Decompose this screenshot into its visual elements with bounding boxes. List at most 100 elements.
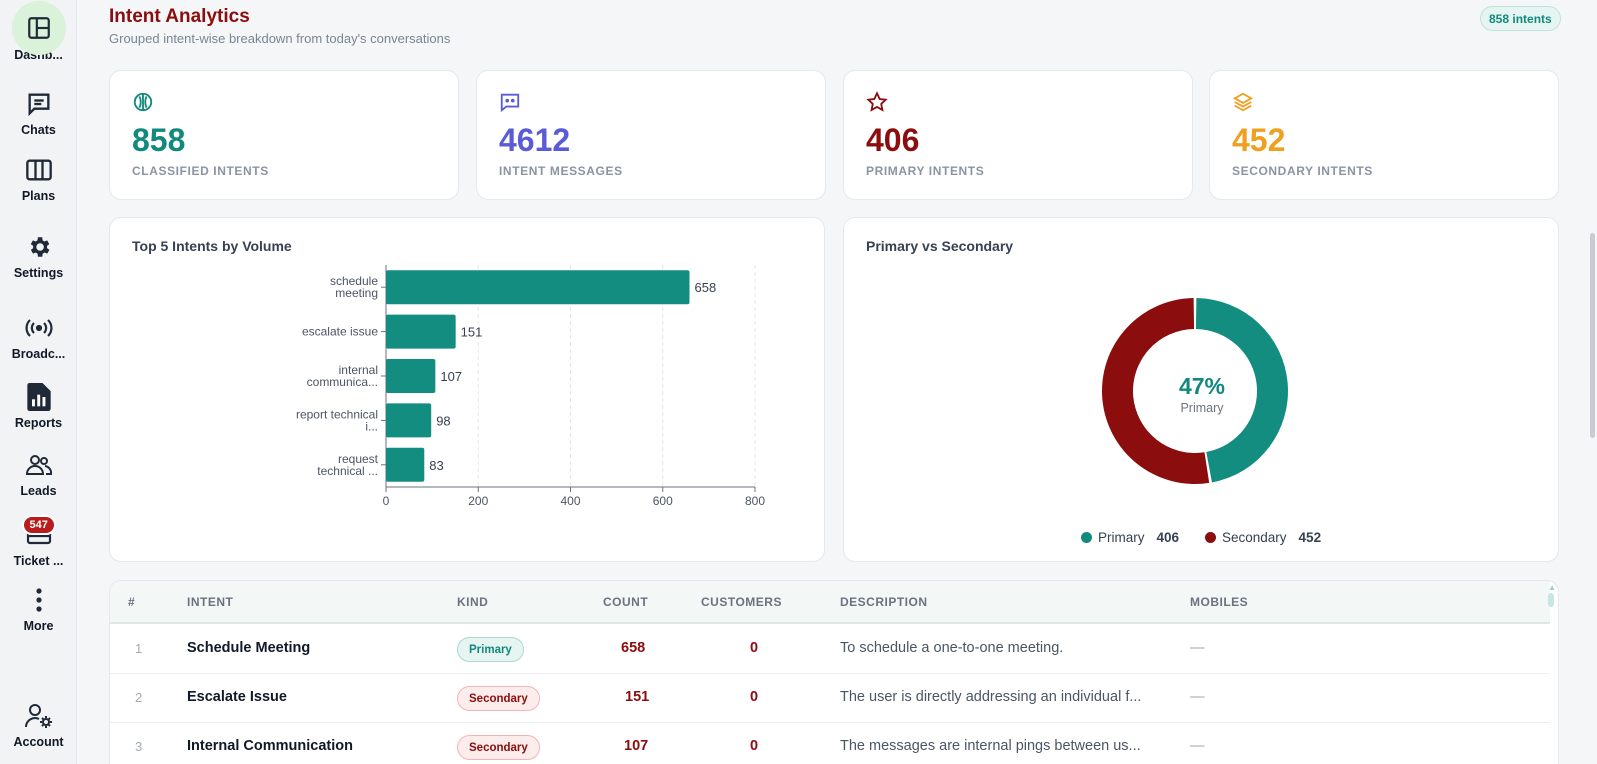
page-subtitle: Grouped intent-wise breakdown from today…	[109, 31, 451, 46]
scroll-up-arrow[interactable]: ▲	[1548, 583, 1556, 592]
sidebar: Dashb... Chats Plans Settings Broadc... …	[0, 0, 77, 764]
donut-center-label: Primary	[1180, 401, 1224, 415]
category-label: escalate issue	[302, 325, 378, 339]
bar-value-label: 658	[695, 280, 717, 295]
intent-description: The user is directly addressing an indiv…	[840, 689, 1142, 705]
x-tick-label: 200	[468, 494, 488, 508]
legend-swatch	[1081, 532, 1092, 543]
intent-count-badge: 858 intents	[1480, 6, 1561, 31]
sidebar-item-tickets[interactable]: 547 Ticket ...	[0, 515, 77, 568]
x-tick-label: 600	[653, 494, 673, 508]
mobiles-value: —	[1190, 738, 1205, 754]
sidebar-item-label: Leads	[20, 484, 57, 498]
sidebar-item-label: Settings	[13, 266, 64, 280]
sidebar-item-label: Ticket ...	[13, 554, 64, 568]
sidebar-item-chats[interactable]: Chats	[0, 89, 77, 137]
message-dots-icon	[500, 93, 520, 113]
stat-value: 858	[132, 122, 186, 158]
page-scrollbar[interactable]	[1590, 233, 1595, 438]
table-header: # INTENT KIND COUNT CUSTOMERS DESCRIPTIO…	[110, 581, 1550, 624]
bar-value-label: 98	[436, 413, 450, 428]
bar	[386, 270, 690, 305]
category-label: internal	[339, 363, 378, 377]
bar-value-label: 83	[429, 458, 443, 473]
intent-name: Internal Communication	[187, 738, 353, 754]
col-header-kind[interactable]: KIND	[457, 595, 489, 609]
category-label: i...	[365, 419, 378, 433]
bar	[386, 447, 425, 482]
col-header-mobiles[interactable]: MOBILES	[1190, 595, 1249, 609]
sidebar-item-label: Account	[13, 735, 64, 749]
legend-label: Primary	[1098, 530, 1145, 545]
sidebar-item-label: Plans	[21, 189, 56, 203]
table-row[interactable]: 3 Internal Communication Secondary 107 0…	[110, 723, 1550, 764]
users-icon	[12, 450, 66, 480]
col-header-count[interactable]: COUNT	[603, 595, 649, 609]
stat-value: 452	[1232, 122, 1286, 158]
category-label: meeting	[335, 286, 378, 300]
col-header-description[interactable]: DESCRIPTION	[840, 595, 928, 609]
col-header-intent[interactable]: INTENT	[187, 595, 234, 609]
table-scrollbar[interactable]	[1548, 593, 1554, 607]
sidebar-item-dashboard[interactable]: Dashb...	[0, 1, 77, 62]
stat-value: 4612	[499, 122, 571, 158]
columns-icon	[12, 155, 66, 185]
donut-center-value: 47%	[1178, 373, 1226, 399]
stat-label: SECONDARY INTENTS	[1232, 164, 1373, 178]
legend-primary: Primary 406	[1081, 530, 1179, 545]
bar	[386, 359, 436, 393]
sidebar-item-account[interactable]: Account	[0, 701, 77, 749]
sidebar-item-leads[interactable]: Leads	[0, 450, 77, 498]
bar-chart-title: Top 5 Intents by Volume	[132, 238, 292, 254]
x-tick-label: 400	[560, 494, 580, 508]
ticket-icon: 547	[12, 515, 66, 550]
intents-table: # INTENT KIND COUNT CUSTOMERS DESCRIPTIO…	[109, 580, 1559, 764]
kind-badge: Secondary	[457, 735, 540, 760]
bar-value-label: 151	[461, 325, 483, 340]
table-row[interactable]: 2 Escalate Issue Secondary 151 0 The use…	[110, 674, 1550, 723]
stat-card-primary: 406 PRIMARY INTENTS	[843, 70, 1193, 200]
star-icon	[866, 91, 888, 112]
gear-icon	[12, 232, 66, 262]
kind-badge: Primary	[457, 637, 524, 662]
ticket-count-badge: 547	[21, 515, 56, 535]
intent-name: Schedule Meeting	[187, 640, 311, 656]
sidebar-item-reports[interactable]: Reports	[0, 382, 77, 430]
col-header-num[interactable]: #	[128, 595, 136, 609]
stat-card-secondary: 452 SECONDARY INTENTS	[1209, 70, 1559, 200]
donut-slice-secondary	[1102, 298, 1210, 484]
brain-icon	[133, 92, 153, 112]
report-icon	[12, 382, 66, 412]
user-gear-icon	[12, 701, 66, 731]
customer-count: 0	[750, 689, 759, 705]
sidebar-item-label: Chats	[21, 123, 56, 137]
mobiles-value: —	[1190, 640, 1205, 656]
chat-icon	[12, 89, 66, 119]
category-label: schedule	[330, 274, 378, 288]
top-intents-card: Top 5 Intents by Volume 0 200 400 600 800 658…	[109, 217, 825, 562]
table-row[interactable]: 1 Schedule Meeting Primary 658 0 To sche…	[110, 625, 1550, 674]
sidebar-item-more[interactable]: More	[0, 585, 77, 633]
intent-description: The messages are internal pings between …	[840, 738, 1141, 754]
row-number: 2	[135, 690, 143, 705]
kind-badge: Secondary	[457, 686, 540, 711]
primary-secondary-donut-chart	[1102, 298, 1289, 484]
legend-secondary: Secondary 452	[1205, 530, 1321, 545]
primary-secondary-card: Primary vs Secondary 47% Primary	[843, 217, 1559, 562]
donut-slice-primary	[1195, 298, 1289, 483]
stat-card-messages: 4612 INTENT MESSAGES	[476, 70, 826, 200]
sidebar-item-settings[interactable]: Settings	[0, 232, 77, 280]
category-label: communica...	[307, 375, 378, 389]
col-header-customers[interactable]: CUSTOMERS	[701, 595, 782, 609]
category-label: request	[338, 452, 379, 466]
intent-description: To schedule a one-to-one meeting.	[840, 640, 1064, 656]
sidebar-item-plans[interactable]: Plans	[0, 155, 77, 203]
intent-count: 658	[621, 640, 646, 656]
stat-card-classified: 858 CLASSIFIED INTENTS	[109, 70, 459, 200]
dashboard-icon	[11, 1, 66, 55]
sidebar-item-broadcast[interactable]: Broadc...	[0, 313, 77, 361]
legend-swatch	[1205, 532, 1216, 543]
customer-count: 0	[750, 640, 759, 656]
page-title: Intent Analytics	[109, 6, 250, 27]
